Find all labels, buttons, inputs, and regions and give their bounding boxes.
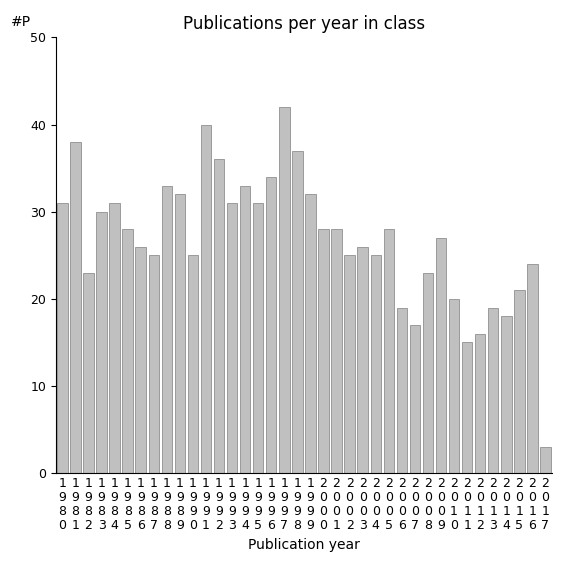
Bar <box>527 264 538 473</box>
Bar <box>188 255 198 473</box>
Bar <box>214 159 225 473</box>
Bar <box>253 203 264 473</box>
Bar <box>266 177 277 473</box>
Bar <box>410 325 420 473</box>
Bar <box>449 299 459 473</box>
Bar <box>240 185 251 473</box>
Bar <box>201 125 211 473</box>
Bar <box>83 273 94 473</box>
Bar <box>514 290 524 473</box>
Bar <box>488 308 498 473</box>
Bar <box>292 151 303 473</box>
Bar <box>70 142 81 473</box>
Bar <box>136 247 146 473</box>
Bar <box>162 185 172 473</box>
Y-axis label: #P: #P <box>11 15 31 28</box>
Bar <box>175 194 185 473</box>
Bar <box>122 229 133 473</box>
Bar <box>279 107 290 473</box>
Bar <box>397 308 407 473</box>
Bar <box>370 255 381 473</box>
Bar <box>318 229 329 473</box>
Bar <box>540 447 551 473</box>
Bar <box>149 255 159 473</box>
Bar <box>109 203 120 473</box>
Bar <box>57 203 67 473</box>
Bar <box>357 247 368 473</box>
Bar <box>305 194 316 473</box>
Bar <box>501 316 511 473</box>
Bar <box>227 203 238 473</box>
Bar <box>96 211 107 473</box>
Bar <box>383 229 394 473</box>
Title: Publications per year in class: Publications per year in class <box>183 15 425 33</box>
Bar <box>462 342 472 473</box>
X-axis label: Publication year: Publication year <box>248 538 360 552</box>
Bar <box>436 238 446 473</box>
Bar <box>475 334 485 473</box>
Bar <box>344 255 355 473</box>
Bar <box>423 273 433 473</box>
Bar <box>331 229 342 473</box>
